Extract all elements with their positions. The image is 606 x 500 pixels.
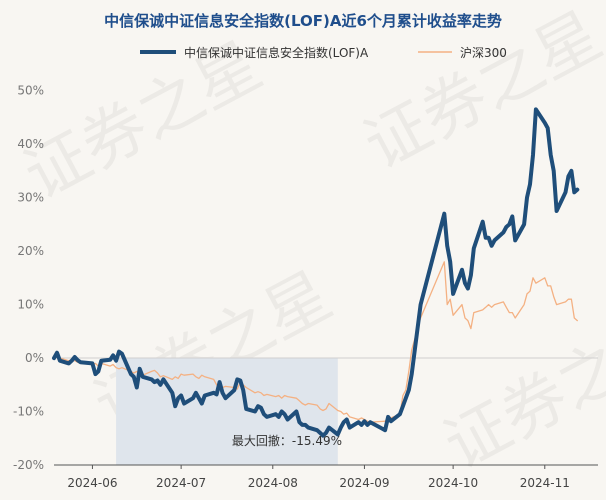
y-tick-label: 0% <box>25 351 44 365</box>
x-tick-label: 2024-11 <box>520 476 570 490</box>
y-tick-label: 20% <box>17 244 44 258</box>
y-tick-label: 40% <box>17 137 44 151</box>
legend: 中信保诚中证信息安全指数(LOF)A 沪深300 <box>140 45 507 60</box>
watermark-text: 证券之星 <box>433 299 606 485</box>
y-tick-label: 10% <box>17 298 44 312</box>
x-tick-label: 2024-07 <box>156 476 206 490</box>
y-tick-label: -20% <box>13 458 44 472</box>
y-tick-label: -10% <box>13 405 44 419</box>
series-layer <box>52 107 580 438</box>
y-axis: 50% 40% 30% 20% 10% 0% -10% -20% <box>13 84 44 472</box>
legend-label-index: 沪深300 <box>460 46 507 60</box>
chart-title: 中信保诚中证信息安全指数(LOF)A近6个月累计收益率走势 <box>104 12 502 30</box>
x-axis: 2024-06 2024-07 2024-08 2024-09 2024-10 2024-… <box>67 465 570 490</box>
y-tick-label: 30% <box>17 191 44 205</box>
x-tick-label: 2024-10 <box>428 476 478 490</box>
x-tick-label: 2024-09 <box>339 476 389 490</box>
x-tick-label: 2024-06 <box>67 476 117 490</box>
legend-label-fund: 中信保诚中证信息安全指数(LOF)A <box>184 45 369 60</box>
max-drawdown-shade <box>116 358 338 465</box>
x-tick-label: 2024-08 <box>248 476 298 490</box>
y-tick-label: 50% <box>17 84 44 98</box>
series-line-fund <box>52 107 580 438</box>
max-drawdown-label: 最大回撤：-15.49% <box>232 433 342 448</box>
